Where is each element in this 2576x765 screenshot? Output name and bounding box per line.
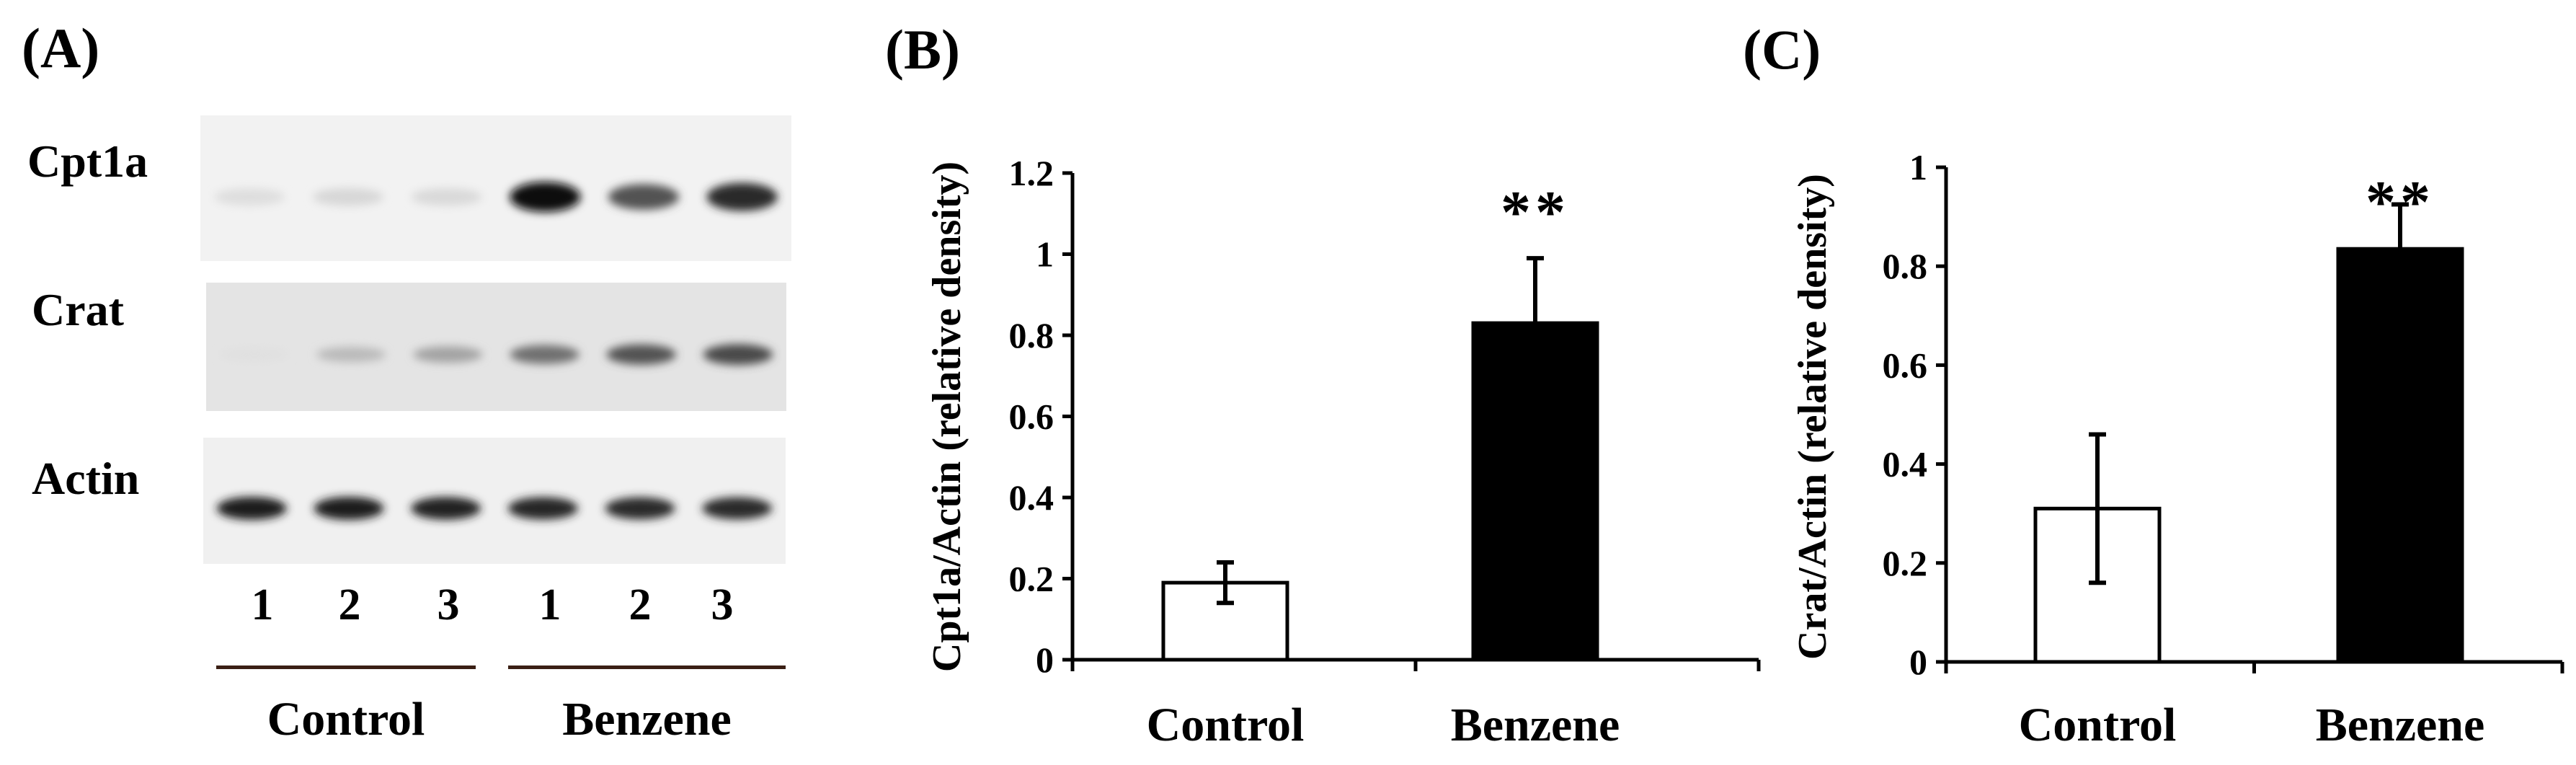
bar (2336, 247, 2464, 664)
y-tick-label: 0 (1036, 640, 1054, 680)
blot-band (214, 188, 285, 206)
blot-band (316, 347, 386, 363)
blot-band (314, 497, 384, 520)
lane-number: 2 (629, 580, 652, 629)
lane-number: 1 (251, 580, 274, 629)
blot-band (510, 182, 581, 213)
group-label-control: Control (267, 693, 425, 746)
blot-band (510, 345, 579, 364)
chart-1: (C) Crat/Actin (relative density) 0 0.2 0.4 0… (1743, 18, 2564, 751)
blot-band (703, 344, 773, 366)
lane-number: 3 (437, 580, 460, 629)
x-category-label: Benzene (1451, 699, 1620, 751)
group-bracket-benzene (508, 665, 786, 669)
panel-a-letter: (A) (22, 17, 100, 79)
group-label-benzene: Benzene (562, 693, 732, 746)
y-tick-label: 0.6 (1883, 345, 1928, 385)
y-tick-label: 0.2 (1883, 543, 1928, 583)
group-bracket-control (216, 665, 476, 669)
y-tick-label: 1 (1909, 147, 1927, 187)
y-tick-label: 1.2 (1009, 153, 1054, 193)
western-blot-crat (206, 283, 786, 411)
significance-marker: ** (1501, 179, 1570, 246)
y-tick-label: 0.4 (1009, 477, 1054, 518)
y-axis-label: Crat/Actin (relative density) (1790, 174, 1835, 660)
western-blot-actin (203, 438, 786, 564)
blot-band (606, 344, 677, 365)
y-tick-label: 0.4 (1883, 444, 1928, 485)
y-tick-label: 0 (1909, 642, 1927, 682)
blot-band (411, 187, 482, 206)
blot-label-actin: Actin (32, 453, 140, 504)
blot-band (216, 497, 287, 520)
chart-0: (B) Cpt1a/Actin (relative density) 0 0.2 0.4… (885, 18, 1761, 751)
y-tick-label: 0.2 (1009, 559, 1054, 599)
panel-letter: (C) (1743, 18, 1821, 81)
lane-number: 1 (538, 580, 561, 629)
lane-number: 2 (338, 580, 361, 629)
y-tick-label: 0.6 (1009, 397, 1054, 437)
blot-band (608, 184, 680, 210)
x-category-label: Control (2019, 699, 2177, 751)
x-category-label: Control (1147, 699, 1305, 751)
y-tick-label: 0.8 (1009, 315, 1054, 355)
lane-number: 3 (711, 580, 734, 629)
blot-band (413, 346, 483, 363)
blot-background (203, 438, 786, 564)
blot-band (219, 348, 290, 362)
panel-letter: (B) (885, 18, 960, 81)
blot-background (206, 283, 786, 411)
y-tick-label: 0.8 (1883, 246, 1928, 286)
blot-band (507, 497, 578, 520)
y-axis-label: Cpt1a/Actin (relative density) (925, 162, 969, 672)
blot-band (605, 497, 675, 520)
y-tick-label: 1 (1036, 234, 1054, 275)
blot-label-cpt1a: Cpt1a (27, 136, 148, 187)
blot-label-crat: Crat (32, 284, 124, 335)
blot-band (706, 182, 778, 211)
significance-marker: ** (2366, 169, 2435, 236)
blot-band (312, 187, 384, 206)
bar (1471, 321, 1599, 662)
x-category-label: Benzene (2316, 699, 2485, 751)
western-blot-cpt1a (200, 115, 791, 261)
blot-band (702, 497, 773, 520)
blot-background (200, 115, 791, 261)
blot-band (411, 497, 481, 520)
